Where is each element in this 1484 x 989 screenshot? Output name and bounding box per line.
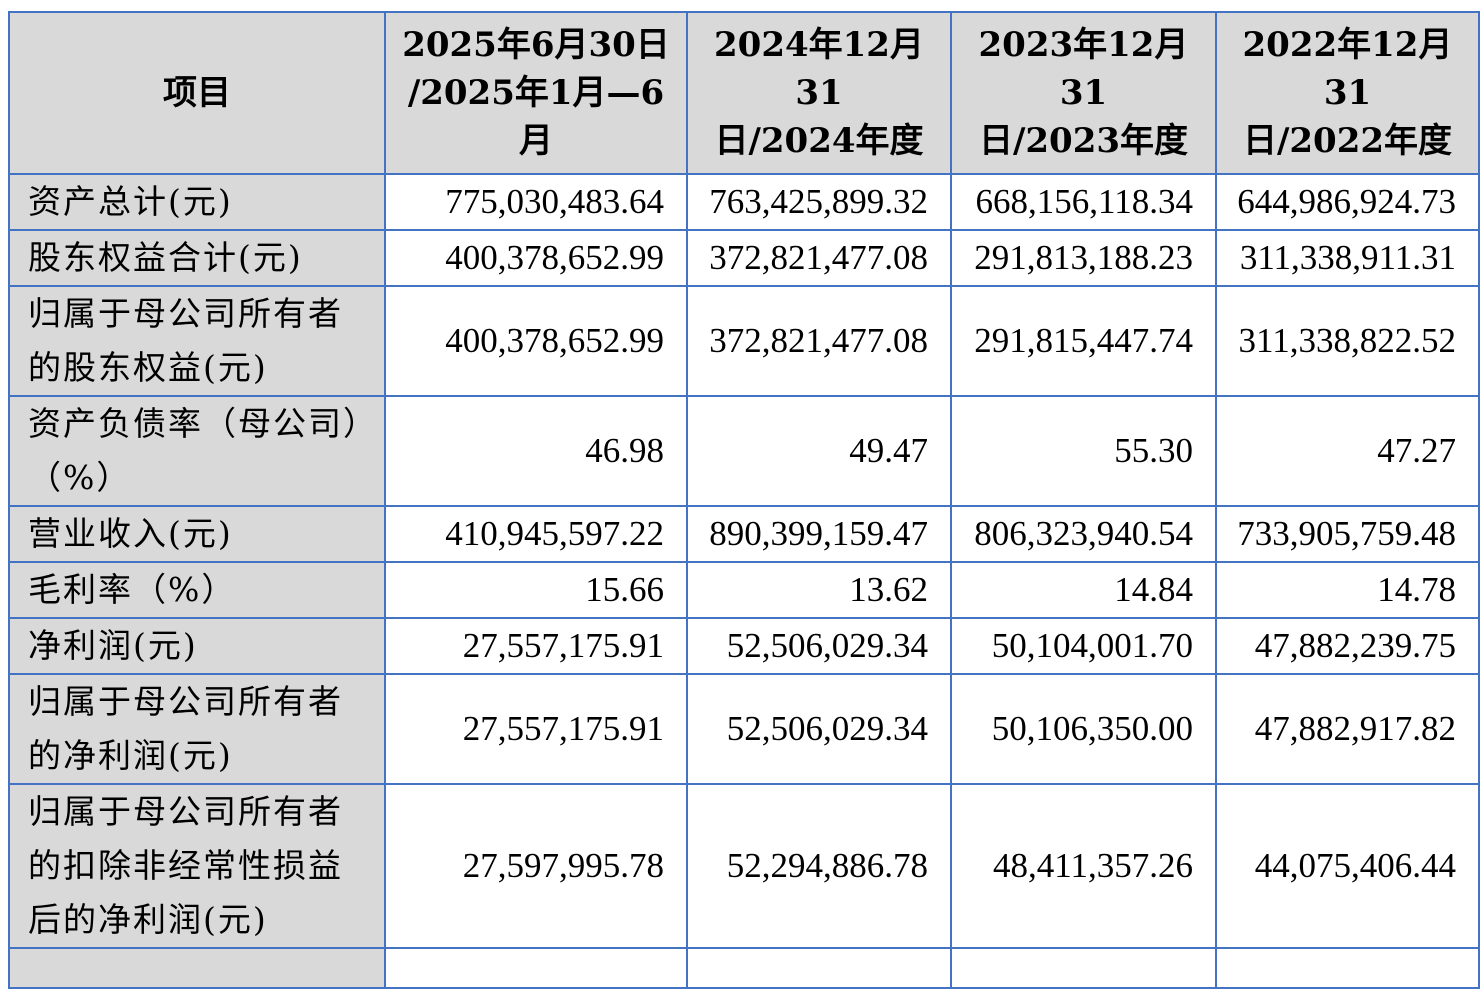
cell-value: 47.27 — [1215, 395, 1480, 507]
row-label-cutoff — [8, 947, 386, 989]
table-row: 净利润(元) 27,557,175.91 52,506,029.34 50,10… — [8, 617, 1480, 675]
cell-value: 644,986,924.73 — [1215, 173, 1480, 231]
cell-value: 372,821,477.08 — [686, 285, 952, 397]
table-row: 归属于母公司所有者的股东权益(元) 400,378,652.99 372,821… — [8, 285, 1480, 397]
cell-cutoff — [384, 947, 688, 989]
row-label: 归属于母公司所有者的股东权益(元) — [8, 285, 386, 397]
cell-value: 14.84 — [950, 561, 1217, 619]
table-row: 归属于母公司所有者的扣除非经常性损益后的净利润(元) 27,597,995.78… — [8, 783, 1480, 949]
cell-value: 44,075,406.44 — [1215, 783, 1480, 949]
row-label: 资产负债率（母公司）（%） — [8, 395, 386, 507]
cell-value: 52,506,029.34 — [686, 617, 952, 675]
row-label: 归属于母公司所有者的净利润(元) — [8, 673, 386, 785]
row-label: 资产总计(元) — [8, 173, 386, 231]
cell-value: 27,557,175.91 — [384, 673, 688, 785]
table-row-cutoff — [8, 947, 1480, 989]
cell-value: 47,882,239.75 — [1215, 617, 1480, 675]
cell-value: 410,945,597.22 — [384, 505, 688, 563]
header-2024: 2024年12月31 日/2024年度 — [686, 11, 952, 175]
row-label: 营业收入(元) — [8, 505, 386, 563]
cell-value: 291,813,188.23 — [950, 229, 1217, 287]
cell-value: 763,425,899.32 — [686, 173, 952, 231]
table-row: 归属于母公司所有者的净利润(元) 27,557,175.91 52,506,02… — [8, 673, 1480, 785]
row-label: 毛利率（%） — [8, 561, 386, 619]
cell-value: 55.30 — [950, 395, 1217, 507]
cell-value: 47,882,917.82 — [1215, 673, 1480, 785]
table-row: 营业收入(元) 410,945,597.22 890,399,159.47 80… — [8, 505, 1480, 563]
cell-value: 311,338,911.31 — [1215, 229, 1480, 287]
cell-value: 49.47 — [686, 395, 952, 507]
cell-cutoff — [950, 947, 1217, 989]
row-label: 归属于母公司所有者的扣除非经常性损益后的净利润(元) — [8, 783, 386, 949]
cell-value: 50,106,350.00 — [950, 673, 1217, 785]
cell-value: 15.66 — [384, 561, 688, 619]
cell-value: 291,815,447.74 — [950, 285, 1217, 397]
cell-value: 372,821,477.08 — [686, 229, 952, 287]
header-2025-h1: 2025年6月30日 /2025年1月—6 月 — [384, 11, 688, 175]
financial-data-table: 项目 2025年6月30日 /2025年1月—6 月 2024年12月31 日/… — [8, 11, 1480, 989]
header-item: 项目 — [8, 11, 386, 175]
cell-cutoff — [686, 947, 952, 989]
cell-value: 890,399,159.47 — [686, 505, 952, 563]
cell-value: 27,557,175.91 — [384, 617, 688, 675]
row-label: 股东权益合计(元) — [8, 229, 386, 287]
cell-value: 806,323,940.54 — [950, 505, 1217, 563]
cell-value: 46.98 — [384, 395, 688, 507]
header-2022: 2022年12月31 日/2022年度 — [1215, 11, 1480, 175]
header-2023: 2023年12月31 日/2023年度 — [950, 11, 1217, 175]
cell-value: 733,905,759.48 — [1215, 505, 1480, 563]
financial-table-container: 项目 2025年6月30日 /2025年1月—6 月 2024年12月31 日/… — [8, 11, 1480, 989]
header-row: 项目 2025年6月30日 /2025年1月—6 月 2024年12月31 日/… — [8, 11, 1480, 175]
cell-value: 52,294,886.78 — [686, 783, 952, 949]
cell-cutoff — [1215, 947, 1480, 989]
table-row: 股东权益合计(元) 400,378,652.99 372,821,477.08 … — [8, 229, 1480, 287]
cell-value: 400,378,652.99 — [384, 285, 688, 397]
cell-value: 668,156,118.34 — [950, 173, 1217, 231]
table-row: 资产总计(元) 775,030,483.64 763,425,899.32 66… — [8, 173, 1480, 231]
cell-value: 50,104,001.70 — [950, 617, 1217, 675]
table-row: 毛利率（%） 15.66 13.62 14.84 14.78 — [8, 561, 1480, 619]
cell-value: 52,506,029.34 — [686, 673, 952, 785]
row-label: 净利润(元) — [8, 617, 386, 675]
table-row: 资产负债率（母公司）（%） 46.98 49.47 55.30 47.27 — [8, 395, 1480, 507]
cell-value: 400,378,652.99 — [384, 229, 688, 287]
cell-value: 311,338,822.52 — [1215, 285, 1480, 397]
cell-value: 14.78 — [1215, 561, 1480, 619]
cell-value: 27,597,995.78 — [384, 783, 688, 949]
cell-value: 13.62 — [686, 561, 952, 619]
cell-value: 48,411,357.26 — [950, 783, 1217, 949]
cell-value: 775,030,483.64 — [384, 173, 688, 231]
